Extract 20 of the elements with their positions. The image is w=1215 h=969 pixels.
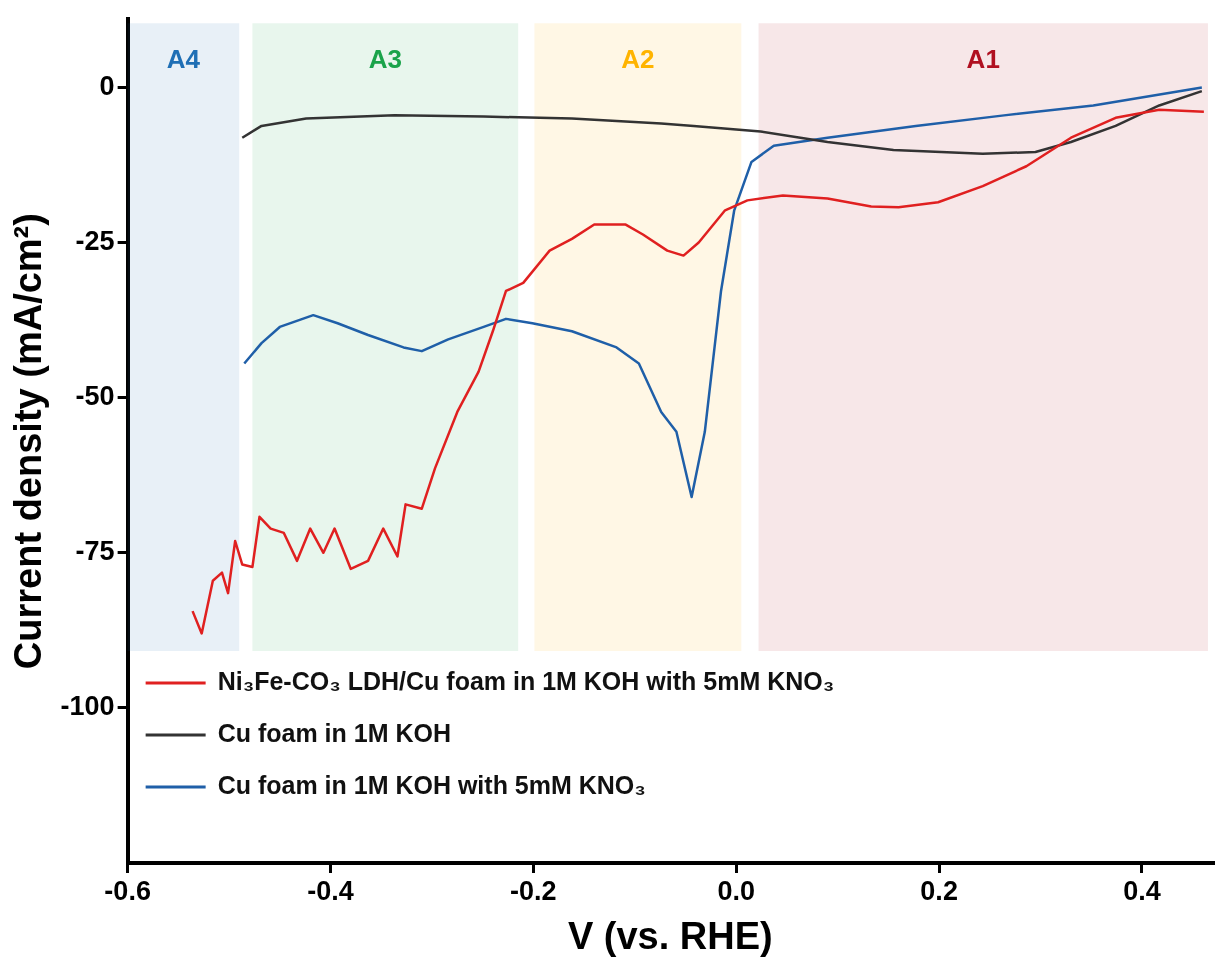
- x-tick-label: 0.2: [920, 875, 958, 906]
- band-label: A2: [621, 44, 655, 75]
- y-tick-label: 0: [99, 70, 115, 101]
- band-label: A3: [368, 44, 402, 75]
- x-tick-label: -0.4: [307, 875, 354, 906]
- y-axis-title: Current density (mA/cm²): [7, 213, 50, 670]
- x-tick-label: -0.6: [104, 875, 151, 906]
- y-tick-label: -50: [75, 381, 115, 412]
- band-label: A1: [966, 44, 1000, 75]
- legend-label: Ni₃Fe-CO₃ LDH/Cu foam in 1M KOH with 5mM KNO₃: [217, 666, 835, 695]
- x-tick-label: 0.0: [717, 875, 756, 906]
- legend-label: Cu foam in 1M KOH: [217, 718, 451, 747]
- x-tick-label: 0.4: [1123, 875, 1161, 906]
- y-tick-label: -25: [75, 226, 115, 257]
- x-tick-label: -0.2: [510, 875, 557, 906]
- band-label: A4: [166, 44, 201, 75]
- legend-label: Cu foam in 1M KOH with 5mM KNO₃: [217, 770, 646, 799]
- x-axis-title: V (vs. RHE): [567, 914, 773, 957]
- y-tick-label: -75: [75, 536, 115, 567]
- y-tick-label: -100: [60, 691, 115, 722]
